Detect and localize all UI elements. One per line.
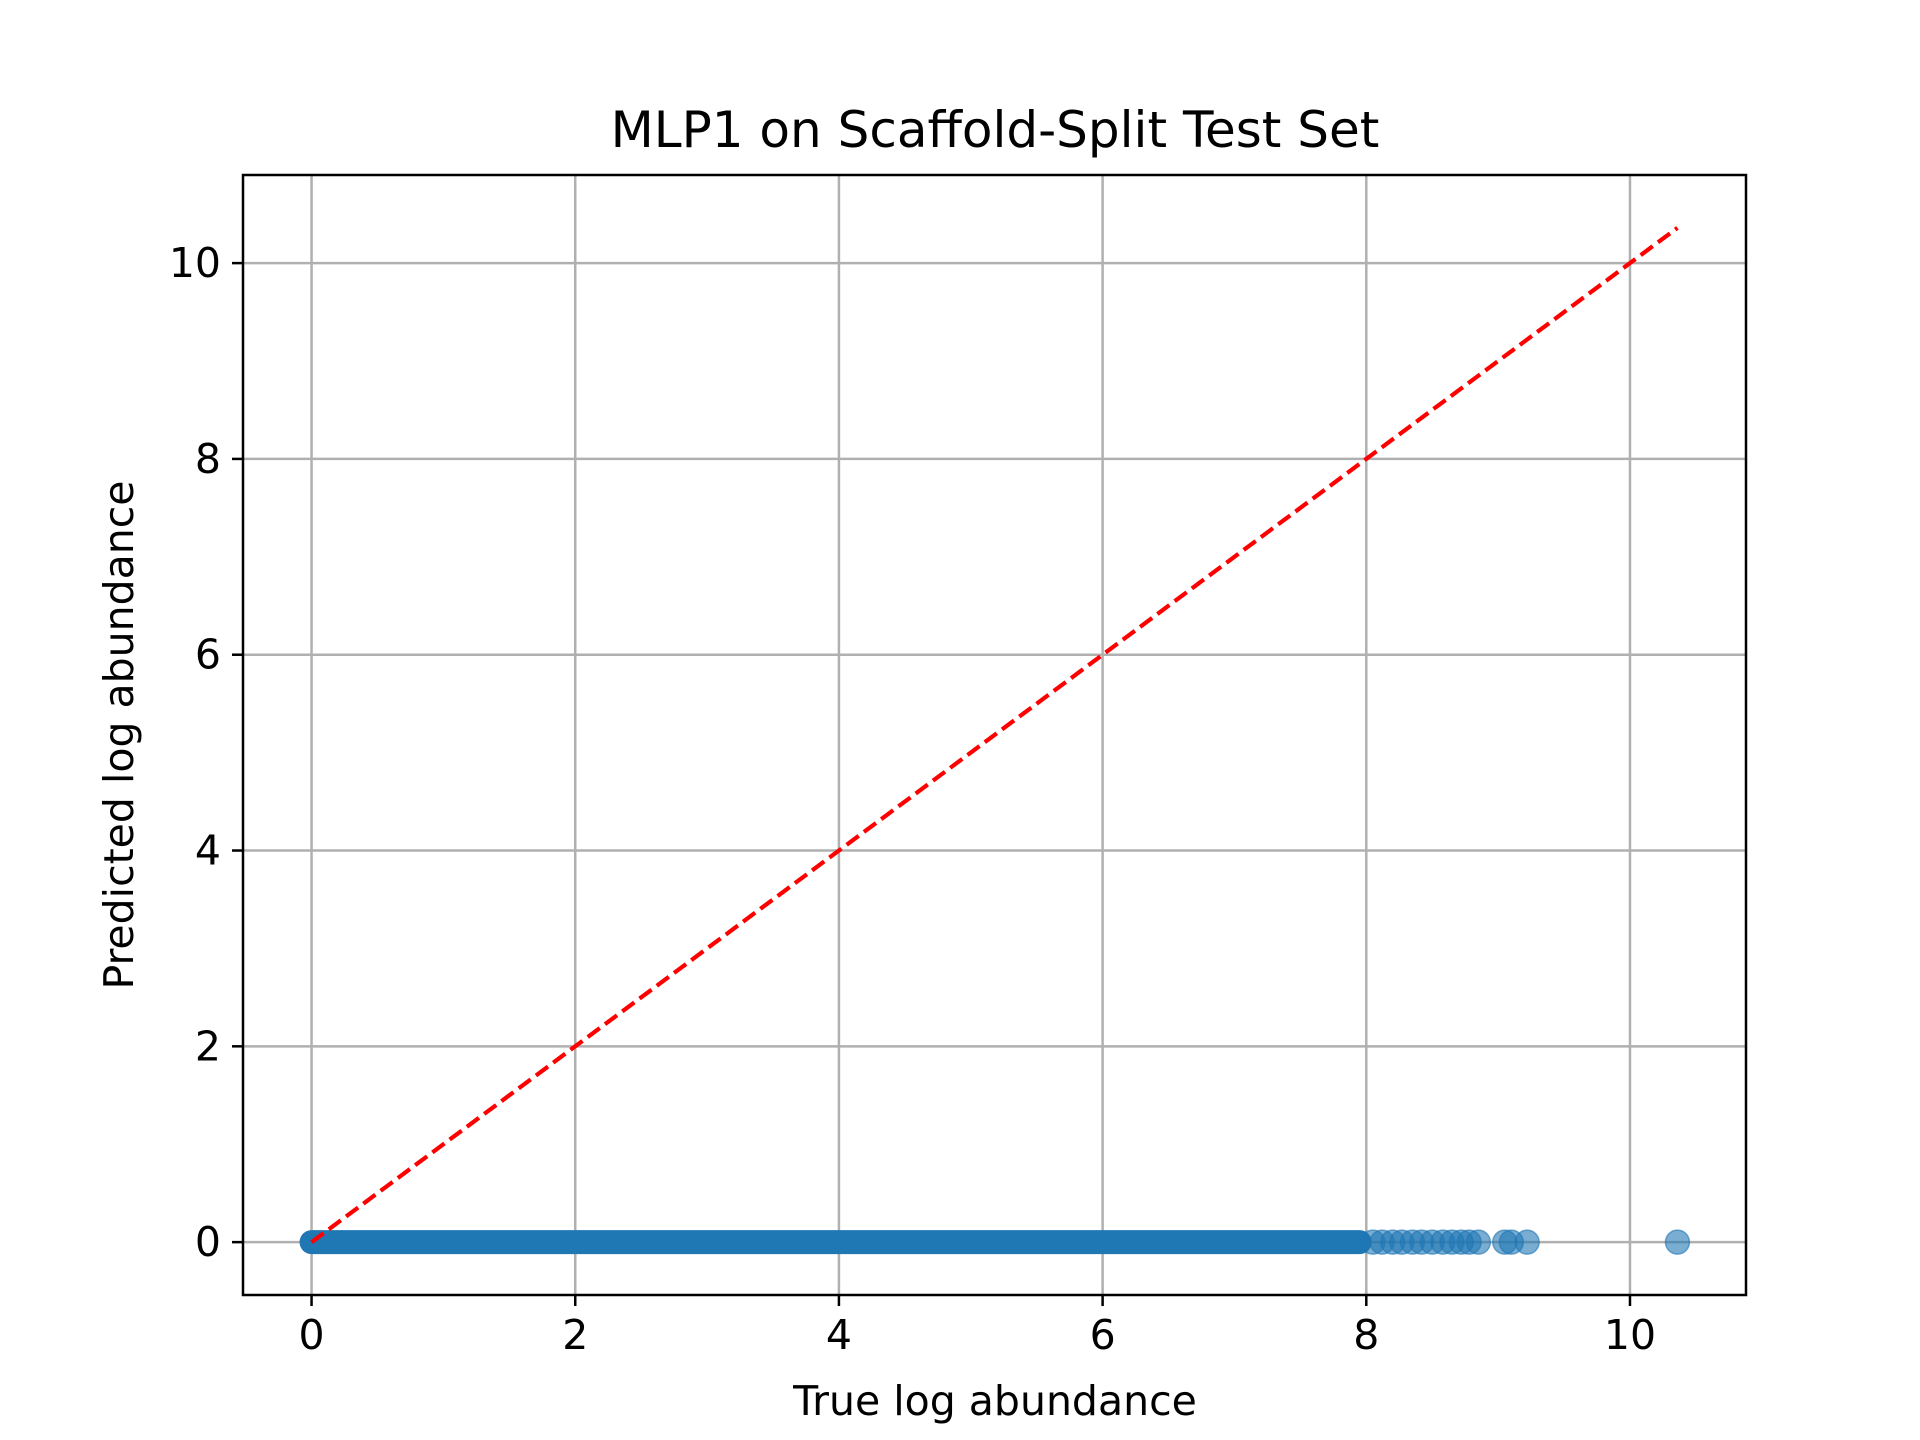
scatter-point (1514, 1229, 1540, 1255)
axis-ticks: 0 2 4 6 8 10 0 2 4 6 8 10 (169, 239, 1656, 1359)
scatter-point (1664, 1229, 1691, 1255)
identity-reference-line (310, 226, 1679, 1244)
y-tick-label: 0 (195, 1218, 221, 1266)
y-tick-label: 2 (195, 1022, 221, 1070)
scatter-points (299, 1229, 1691, 1255)
x-tick-label: 10 (1604, 1311, 1656, 1359)
y-tick-label: 10 (169, 239, 221, 287)
scatter-point (1465, 1229, 1492, 1255)
y-axis-label: Predicted log abundance (95, 480, 143, 989)
y-tick-label: 4 (195, 827, 221, 875)
scatter-dense-band (299, 1230, 1372, 1255)
x-axis-label: True log abundance (792, 1377, 1197, 1425)
axes-frame (241, 173, 1748, 1297)
y-tick-label: 6 (195, 631, 221, 679)
chart-title: MLP1 on Scaffold-Split Test Set (611, 101, 1380, 159)
plot-area (299, 226, 1691, 1255)
x-tick-label: 0 (299, 1311, 325, 1359)
x-tick-label: 4 (826, 1311, 852, 1359)
y-tick-label: 8 (195, 435, 221, 483)
x-tick-label: 6 (1090, 1311, 1116, 1359)
x-tick-label: 8 (1353, 1311, 1379, 1359)
x-tick-label: 2 (562, 1311, 588, 1359)
